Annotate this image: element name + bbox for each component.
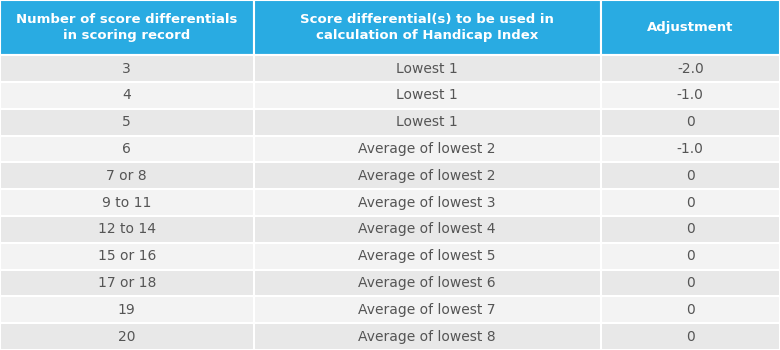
Text: -2.0: -2.0 xyxy=(677,62,704,76)
Bar xyxy=(601,270,780,296)
Text: Lowest 1: Lowest 1 xyxy=(396,89,458,103)
Text: Lowest 1: Lowest 1 xyxy=(396,115,458,129)
Text: Average of lowest 5: Average of lowest 5 xyxy=(358,249,496,263)
Text: 12 to 14: 12 to 14 xyxy=(98,223,156,237)
Bar xyxy=(0,189,254,216)
Text: 0: 0 xyxy=(686,169,695,183)
Bar xyxy=(254,162,601,189)
Bar xyxy=(601,216,780,243)
Text: 9 to 11: 9 to 11 xyxy=(102,196,151,210)
Bar xyxy=(601,296,780,323)
Text: Score differential(s) to be used in
calculation of Handicap Index: Score differential(s) to be used in calc… xyxy=(300,13,554,42)
Bar xyxy=(0,109,254,136)
Bar xyxy=(254,55,601,82)
Bar xyxy=(0,323,254,350)
Bar xyxy=(601,189,780,216)
Text: 17 or 18: 17 or 18 xyxy=(98,276,156,290)
Text: 15 or 16: 15 or 16 xyxy=(98,249,156,263)
Bar xyxy=(254,189,601,216)
Text: 0: 0 xyxy=(686,330,695,344)
Text: 0: 0 xyxy=(686,196,695,210)
Bar xyxy=(254,296,601,323)
Bar xyxy=(601,55,780,82)
Bar xyxy=(254,270,601,296)
Bar xyxy=(0,296,254,323)
Bar xyxy=(601,162,780,189)
Bar xyxy=(601,323,780,350)
Text: 0: 0 xyxy=(686,249,695,263)
Bar xyxy=(254,323,601,350)
Bar xyxy=(254,216,601,243)
Text: Lowest 1: Lowest 1 xyxy=(396,62,458,76)
Text: Average of lowest 7: Average of lowest 7 xyxy=(358,303,496,317)
Bar xyxy=(254,243,601,270)
Text: Average of lowest 2: Average of lowest 2 xyxy=(358,169,496,183)
Bar xyxy=(601,0,780,55)
Text: 6: 6 xyxy=(122,142,131,156)
Text: Average of lowest 4: Average of lowest 4 xyxy=(358,223,496,237)
Text: 0: 0 xyxy=(686,223,695,237)
Bar xyxy=(601,82,780,109)
Text: 0: 0 xyxy=(686,303,695,317)
Bar xyxy=(254,109,601,136)
Text: 0: 0 xyxy=(686,276,695,290)
Text: Average of lowest 8: Average of lowest 8 xyxy=(358,330,496,344)
Bar xyxy=(254,136,601,162)
Bar xyxy=(601,109,780,136)
Text: 20: 20 xyxy=(118,330,136,344)
Bar xyxy=(0,243,254,270)
Bar xyxy=(0,162,254,189)
Text: 5: 5 xyxy=(122,115,131,129)
Bar xyxy=(0,0,254,55)
Text: -1.0: -1.0 xyxy=(677,142,704,156)
Text: Average of lowest 3: Average of lowest 3 xyxy=(358,196,496,210)
Bar xyxy=(0,55,254,82)
Text: Number of score differentials
in scoring record: Number of score differentials in scoring… xyxy=(16,13,237,42)
Bar xyxy=(254,82,601,109)
Text: Average of lowest 2: Average of lowest 2 xyxy=(358,142,496,156)
Bar xyxy=(0,270,254,296)
Text: Average of lowest 6: Average of lowest 6 xyxy=(358,276,496,290)
Bar xyxy=(254,0,601,55)
Bar xyxy=(601,136,780,162)
Text: 7 or 8: 7 or 8 xyxy=(106,169,147,183)
Text: 0: 0 xyxy=(686,115,695,129)
Text: 4: 4 xyxy=(122,89,131,103)
Bar xyxy=(601,243,780,270)
Bar xyxy=(0,216,254,243)
Text: 19: 19 xyxy=(118,303,136,317)
Bar xyxy=(0,136,254,162)
Text: 3: 3 xyxy=(122,62,131,76)
Text: Adjustment: Adjustment xyxy=(647,21,733,34)
Text: -1.0: -1.0 xyxy=(677,89,704,103)
Bar xyxy=(0,82,254,109)
